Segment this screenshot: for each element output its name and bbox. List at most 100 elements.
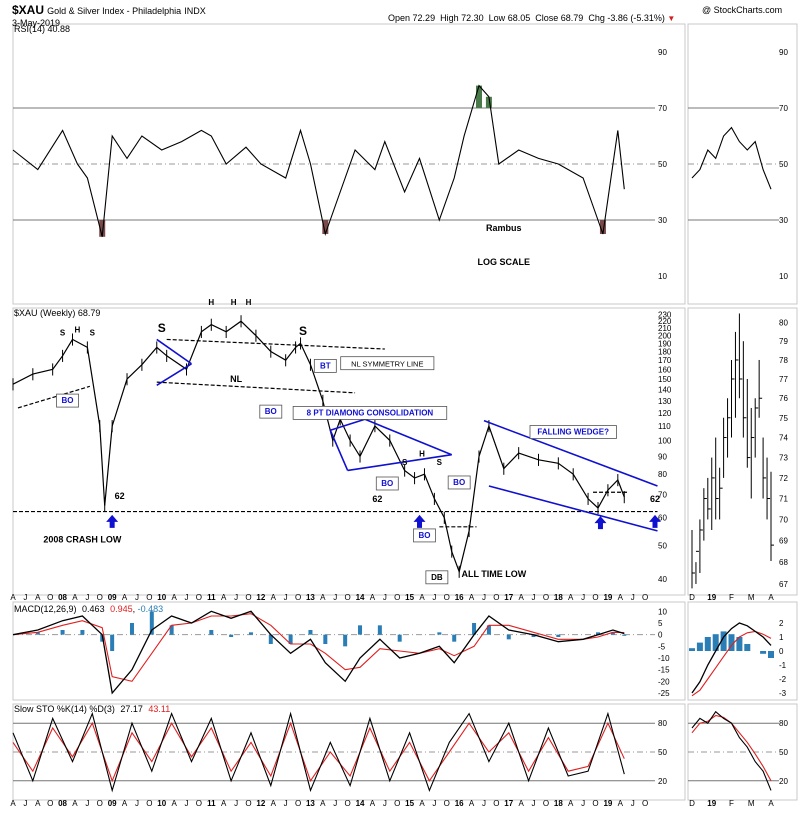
x-label-1: O <box>444 799 450 808</box>
sto-legend-d: 43.11 <box>148 704 170 714</box>
x-label-0: 19 <box>603 593 612 602</box>
x-label-0: A <box>122 593 128 602</box>
daily-price-y-tick: 73 <box>779 454 788 463</box>
wedge-upper <box>483 419 658 487</box>
quote-high: 72.30 <box>461 13 484 23</box>
wedge-lower <box>488 485 658 532</box>
annotation-text: H <box>246 298 252 307</box>
annotation-label: BO <box>62 396 74 405</box>
daily-macd-histogram-bar <box>744 644 751 651</box>
sto-y-tick: 20 <box>658 777 667 786</box>
daily-macd-frame <box>687 601 798 701</box>
x-label-1: A <box>171 799 177 808</box>
rsi-y-tick: 30 <box>658 216 667 225</box>
x-label-1: A <box>122 799 128 808</box>
annotation-box <box>56 393 79 408</box>
x-label-1: 15 <box>405 799 414 808</box>
annotation-text: S <box>437 458 443 467</box>
x-label-0: O <box>245 593 251 602</box>
quote-open-label: Open <box>388 13 411 23</box>
x-label-0: O <box>493 593 499 602</box>
x-label-0: 17 <box>504 593 513 602</box>
annotation-title: 8 PT DIAMONG CONSOLIDATION <box>307 408 434 417</box>
rsi-line <box>12 84 625 237</box>
daily-price-y-tick: 67 <box>779 580 788 589</box>
arrow-2019-icon <box>649 514 661 528</box>
x-label-1: 09 <box>108 799 117 808</box>
triangle-top <box>156 338 192 365</box>
x-label-1: O <box>295 799 301 808</box>
x-label-0: J <box>432 593 436 602</box>
annotation-callout-text: NL SYMMETRY LINE <box>351 360 423 369</box>
x-label-1: A <box>221 799 227 808</box>
arrow-2015-icon <box>413 514 426 528</box>
bo-trendline-2008 <box>17 385 91 409</box>
price-y-tick: 190 <box>658 339 672 348</box>
price-y-tick: 80 <box>658 470 667 479</box>
diamond-lower-right <box>347 453 452 472</box>
x-label-1: A <box>10 799 16 808</box>
x-label-1: 16 <box>455 799 464 808</box>
nl-symmetry-line <box>166 338 385 350</box>
x-label-1: J <box>333 799 337 808</box>
macd-histogram-bar <box>288 634 293 644</box>
annotation-text: S <box>90 329 96 338</box>
x-label-1: J <box>135 799 139 808</box>
price-frame <box>12 307 686 596</box>
rsi-y-tick: 10 <box>658 272 667 281</box>
annotation-title-box <box>292 406 448 420</box>
price-y-tick: 60 <box>658 514 667 523</box>
x-label-1: O <box>543 799 549 808</box>
macd-histogram-bar <box>149 611 154 635</box>
x-label-0: J <box>383 593 387 602</box>
price-y-tick: 230 <box>658 310 672 319</box>
rsi-y-tick: 50 <box>658 160 667 169</box>
x-label-1: O <box>97 799 103 808</box>
arrow-2018-icon <box>594 516 607 530</box>
price-y-tick: 210 <box>658 324 672 333</box>
triangle-bottom <box>156 363 192 386</box>
x-label-0: A <box>469 593 475 602</box>
down-triangle-icon: ▼ <box>667 14 676 23</box>
sto-k-line <box>12 711 625 793</box>
x-label-0: J <box>631 593 635 602</box>
daily-price-y-tick: 75 <box>779 414 788 423</box>
daily-macd-signal-line <box>691 630 772 697</box>
x-label-0: O <box>146 593 152 602</box>
x-label-1: 12 <box>256 799 265 808</box>
x-label-1: A <box>469 799 475 808</box>
price-y-tick: 70 <box>658 490 667 499</box>
rsi-y-tick: 70 <box>658 104 667 113</box>
quote-high-label: High <box>440 13 459 23</box>
rsi-oversold-fill <box>99 220 106 237</box>
diamond-lower-left <box>329 429 349 471</box>
side-x-label-0: A <box>768 593 774 602</box>
daily-macd-y-tick: -3 <box>779 689 787 698</box>
price-legend: $XAU (Weekly) 68.79 <box>14 308 100 318</box>
x-label-1: J <box>234 799 238 808</box>
x-label-0: 10 <box>157 593 166 602</box>
sto-legend: Slow STO %K(14) %D(3) 27.17 43.11 <box>14 704 170 714</box>
price-y-tick: 100 <box>658 436 672 445</box>
daily-macd-y-tick: -2 <box>779 675 787 684</box>
daily-price-y-tick: 72 <box>779 474 788 483</box>
daily-price-y-tick: 69 <box>779 537 788 546</box>
macd-histogram-bar <box>377 625 382 635</box>
sto-y-tick: 50 <box>658 748 667 757</box>
x-label-1: 11 <box>207 799 216 808</box>
chart-title: $XAU Gold & Silver Index - Philadelphia … <box>12 4 206 17</box>
sto-legend-k: 27.17 <box>120 704 143 714</box>
x-label-1: A <box>518 799 524 808</box>
x-label-0: J <box>234 593 238 602</box>
annotation-text: S <box>158 321 166 335</box>
arrow-2008-icon <box>106 514 119 528</box>
x-label-0: J <box>532 593 536 602</box>
macd-frame <box>12 601 686 701</box>
macd-y-tick: -15 <box>658 666 670 675</box>
daily-price-y-tick: 71 <box>779 495 788 504</box>
x-label-0: J <box>185 593 189 602</box>
rsi-legend: RSI(14) 40.88 <box>14 24 70 34</box>
grid-lines <box>13 107 779 782</box>
index-name: Gold & Silver Index - Philadelphia <box>47 6 182 16</box>
macd-histogram-bar <box>595 632 600 635</box>
